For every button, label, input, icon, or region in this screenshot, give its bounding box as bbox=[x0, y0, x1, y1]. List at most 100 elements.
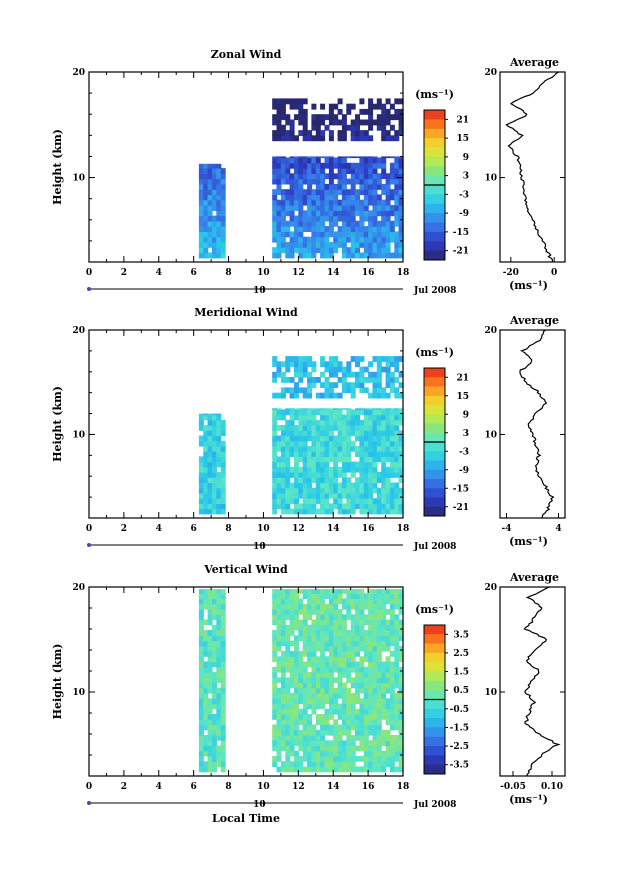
heatmap-cell bbox=[337, 361, 343, 368]
heatmap-cell bbox=[289, 656, 295, 663]
heatmap-cell bbox=[198, 247, 204, 254]
heatmap-cell bbox=[212, 756, 217, 762]
x-tick-label: 0 bbox=[86, 782, 92, 792]
heatmap-cell bbox=[324, 114, 330, 121]
heatmap-cell bbox=[355, 735, 360, 741]
heatmap-cell bbox=[328, 693, 334, 699]
heatmap-cell bbox=[350, 205, 356, 211]
colorbar-tick-label: -21 bbox=[453, 503, 469, 513]
heatmap-cell bbox=[289, 724, 295, 731]
chart-title: Vertical Wind bbox=[203, 563, 288, 576]
heatmap-cell bbox=[311, 687, 317, 694]
heatmap-cell bbox=[302, 740, 308, 747]
heatmap-cell bbox=[372, 630, 378, 636]
heatmap-cell bbox=[207, 508, 213, 515]
heatmap-cell bbox=[320, 677, 326, 684]
heatmap-cell bbox=[212, 609, 217, 615]
heatmap-cell bbox=[341, 635, 347, 642]
heatmap-cell bbox=[389, 162, 395, 169]
heatmap-cell bbox=[315, 756, 321, 762]
heatmap-cell bbox=[381, 487, 387, 494]
heatmap-cell bbox=[311, 361, 317, 368]
heatmap-cell bbox=[212, 630, 217, 636]
heatmap-cell bbox=[328, 745, 334, 752]
heatmap-cell bbox=[381, 729, 387, 736]
heatmap-cell bbox=[289, 677, 295, 684]
heatmap-cell bbox=[385, 356, 391, 362]
y-axis-label: Height (km) bbox=[51, 129, 64, 205]
heatmap-cell bbox=[324, 247, 330, 254]
heatmap-cell bbox=[328, 241, 334, 248]
heatmap-cell bbox=[355, 173, 360, 180]
heatmap-cell bbox=[376, 451, 382, 457]
heatmap-cell bbox=[385, 492, 391, 499]
heatmap-cell bbox=[394, 108, 400, 115]
heatmap-cell bbox=[216, 708, 222, 715]
heatmap-cell bbox=[198, 729, 204, 736]
heatmap-cell bbox=[324, 199, 330, 206]
heatmap-cell bbox=[385, 687, 391, 694]
heatmap-cell bbox=[350, 492, 356, 499]
heatmap-cell bbox=[381, 677, 387, 684]
heatmap-cell bbox=[207, 661, 213, 668]
heatmap-cell bbox=[307, 677, 313, 684]
heatmap-cell bbox=[294, 672, 299, 678]
heatmap-cell bbox=[311, 677, 317, 684]
heatmap-cell bbox=[311, 589, 317, 594]
heatmap-cell bbox=[333, 461, 339, 468]
heatmap-cell bbox=[289, 719, 295, 726]
heatmap-cell bbox=[398, 435, 404, 442]
heatmap-cell bbox=[350, 750, 356, 757]
heatmap-cell bbox=[341, 651, 347, 657]
heatmap-cell bbox=[333, 735, 339, 741]
heatmap-cell bbox=[394, 740, 400, 747]
heatmap-cell bbox=[398, 693, 404, 699]
heatmap-cell bbox=[220, 226, 226, 232]
heatmap-cell bbox=[385, 482, 391, 489]
heatmap-cell bbox=[298, 708, 304, 715]
heatmap-cell bbox=[272, 498, 278, 504]
heatmap-cell bbox=[355, 635, 360, 642]
heatmap-cell bbox=[320, 414, 326, 421]
x-tick-label: 12 bbox=[292, 782, 305, 792]
heatmap-cell bbox=[311, 735, 317, 741]
heatmap-cell bbox=[376, 103, 382, 110]
heatmap-cell bbox=[298, 472, 304, 478]
heatmap-cell bbox=[285, 451, 291, 457]
heatmap-cell bbox=[280, 508, 286, 515]
heatmap-cell bbox=[398, 477, 404, 484]
heatmap-cell bbox=[276, 241, 282, 248]
heatmap-cell bbox=[346, 435, 352, 442]
heatmap-cell bbox=[276, 168, 282, 174]
heatmap-cell bbox=[289, 745, 295, 752]
heatmap-cell bbox=[298, 435, 304, 442]
heatmap-cell bbox=[276, 589, 282, 594]
profile-title: Average bbox=[509, 314, 559, 327]
heatmap-cell bbox=[294, 635, 299, 642]
heatmap-cell bbox=[341, 630, 347, 636]
colorbar-swatch bbox=[424, 662, 445, 672]
heatmap-cell bbox=[333, 210, 339, 217]
heatmap-cell bbox=[381, 103, 387, 110]
heatmap-cell bbox=[363, 724, 369, 731]
heatmap-cell bbox=[333, 656, 339, 663]
heatmap-cell bbox=[280, 761, 286, 768]
heatmap-cell bbox=[355, 119, 360, 126]
heatmap-cell bbox=[389, 356, 395, 362]
heatmap-cell bbox=[368, 419, 374, 426]
heatmap-cell bbox=[368, 189, 374, 196]
heatmap-cell bbox=[307, 487, 313, 494]
heatmap-cell bbox=[280, 589, 286, 594]
heatmap-cell bbox=[307, 672, 313, 678]
heatmap-cell bbox=[337, 466, 343, 473]
heatmap-cell bbox=[294, 199, 299, 206]
heatmap-cell bbox=[294, 708, 299, 715]
heatmap-cell bbox=[355, 651, 360, 657]
heatmap-cell bbox=[207, 756, 213, 762]
heatmap-cell bbox=[359, 698, 365, 705]
heatmap-cell bbox=[355, 719, 360, 726]
heatmap-cell bbox=[376, 624, 382, 631]
heatmap-cell bbox=[355, 724, 360, 731]
heatmap-cell bbox=[346, 387, 352, 394]
heatmap-cell bbox=[198, 598, 204, 605]
